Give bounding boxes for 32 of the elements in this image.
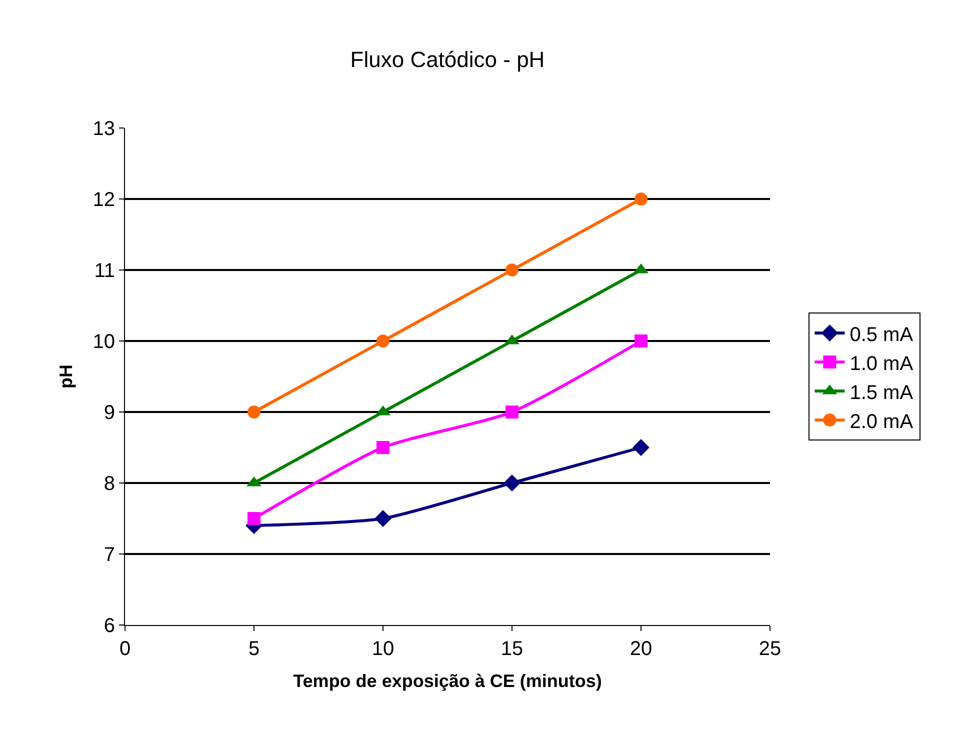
- point: [632, 439, 650, 456]
- point: [506, 406, 518, 418]
- x-axis-title: Tempo de exposição à CE (minutos): [293, 671, 602, 692]
- point: [374, 510, 392, 527]
- y-tick-label: 6: [104, 615, 115, 637]
- y-tick-label: 12: [92, 189, 115, 211]
- point: [376, 441, 390, 454]
- point: [248, 406, 260, 418]
- x-tick-label: 25: [758, 638, 782, 660]
- y-tick-label: 9: [104, 402, 115, 424]
- y-tick-label: 11: [94, 260, 115, 282]
- point: [504, 474, 520, 492]
- x-tick-label: 15: [500, 638, 524, 660]
- point: [376, 334, 390, 348]
- x-tick-label: 20: [630, 638, 652, 660]
- x-tick-label: 10: [372, 638, 394, 660]
- legend-label: 2.0 mA: [850, 410, 914, 433]
- x-tick-label: 0: [119, 638, 131, 660]
- point: [634, 334, 648, 348]
- legend-label: 1.5 mA: [850, 382, 914, 404]
- chart-title: Fluxo Catódico - pH: [350, 47, 545, 72]
- y-tick-label: 10: [92, 331, 115, 353]
- x-tick-label: 5: [248, 638, 260, 660]
- point: [506, 264, 518, 276]
- y-tick-label: 8: [104, 473, 115, 495]
- point: [634, 192, 648, 206]
- y-tick-label: 7: [104, 544, 115, 566]
- legend-label: 1.0 mA: [850, 352, 914, 375]
- legend-label: 0.5 mA: [850, 324, 914, 346]
- point: [248, 512, 260, 525]
- y-tick-label: 13: [92, 118, 115, 140]
- y-axis-title: pH: [56, 364, 76, 388]
